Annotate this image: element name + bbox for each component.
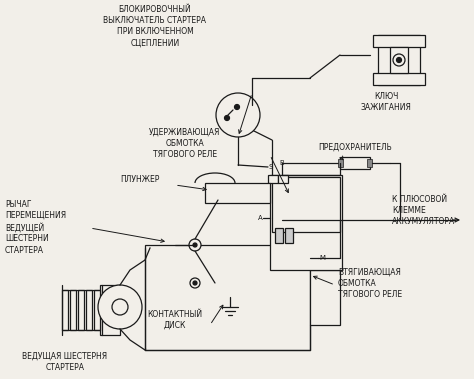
Bar	[278, 175, 288, 183]
Bar	[94, 290, 100, 330]
Circle shape	[396, 58, 401, 63]
Bar	[70, 290, 76, 330]
Bar	[275, 228, 283, 243]
Text: ВЕДУЩАЯ ШЕСТЕРНЯ
СТАРТЕРА: ВЕДУЩАЯ ШЕСТЕРНЯ СТАРТЕРА	[22, 352, 108, 372]
Bar	[340, 157, 370, 169]
Circle shape	[112, 299, 128, 315]
Bar	[378, 35, 420, 85]
Text: S: S	[269, 164, 273, 170]
Bar	[285, 228, 293, 243]
Text: A: A	[258, 215, 263, 221]
Bar	[62, 290, 68, 330]
Circle shape	[193, 281, 197, 285]
Text: КОНТАКТНЫЙ
ДИСК: КОНТАКТНЫЙ ДИСК	[147, 310, 202, 330]
Circle shape	[190, 278, 200, 288]
Text: ПЛУНЖЕР: ПЛУНЖЕР	[120, 175, 160, 184]
Text: B: B	[279, 160, 284, 166]
Text: ВТЯГИВАЮЩАЯ
ОБМОТКА
ТЯГОВОГО РЕЛЕ: ВТЯГИВАЮЩАЯ ОБМОТКА ТЯГОВОГО РЕЛЕ	[338, 268, 402, 299]
Bar	[367, 159, 372, 167]
Text: К ПЛЮСОВОЙ
КЛЕММЕ
АККУМУЛЯТОРА: К ПЛЮСОВОЙ КЛЕММЕ АККУМУЛЯТОРА	[392, 195, 455, 226]
Text: РЫЧАГ
ПЕРЕМЕЩЕНИЯ
ВЕДУЩЕЙ
ШЕСТЕРНИ
СТАРТЕРА: РЫЧАГ ПЕРЕМЕЩЕНИЯ ВЕДУЩЕЙ ШЕСТЕРНИ СТАРТ…	[5, 200, 66, 255]
Text: ПРЕДОХРАНИТЕЛЬ: ПРЕДОХРАНИТЕЛЬ	[318, 143, 392, 152]
Text: M: M	[319, 255, 325, 261]
Bar	[205, 183, 270, 203]
Circle shape	[393, 54, 405, 66]
Bar	[390, 47, 408, 73]
Text: УДЕРЖИВАЮЩАЯ
ОБМОТКА
ТЯГОВОГО РЕЛЕ: УДЕРЖИВАЮЩАЯ ОБМОТКА ТЯГОВОГО РЕЛЕ	[149, 128, 221, 159]
Bar	[145, 245, 310, 350]
Bar	[373, 35, 425, 47]
Circle shape	[193, 243, 197, 247]
Text: КЛЮЧ
ЗАЖИГАНИЯ: КЛЮЧ ЗАЖИГАНИЯ	[361, 92, 411, 112]
Circle shape	[98, 285, 142, 329]
Circle shape	[225, 116, 229, 121]
Bar	[100, 285, 120, 335]
Text: БЛОКИРОВОЧНЫЙ
ВЫКЛЮЧАТЕЛЬ СТАРТЕРА
ПРИ ВКЛЮЧЕННОМ
СЦЕПЛЕНИИ: БЛОКИРОВОЧНЫЙ ВЫКЛЮЧАТЕЛЬ СТАРТЕРА ПРИ В…	[103, 5, 207, 47]
Bar	[310, 270, 340, 325]
Circle shape	[216, 93, 260, 137]
Bar	[272, 177, 340, 232]
Bar	[338, 159, 343, 167]
Bar	[373, 73, 425, 85]
Bar	[268, 175, 278, 183]
Bar	[86, 290, 92, 330]
Circle shape	[235, 105, 239, 110]
Bar	[270, 175, 342, 270]
Bar	[78, 290, 84, 330]
Circle shape	[189, 239, 201, 251]
